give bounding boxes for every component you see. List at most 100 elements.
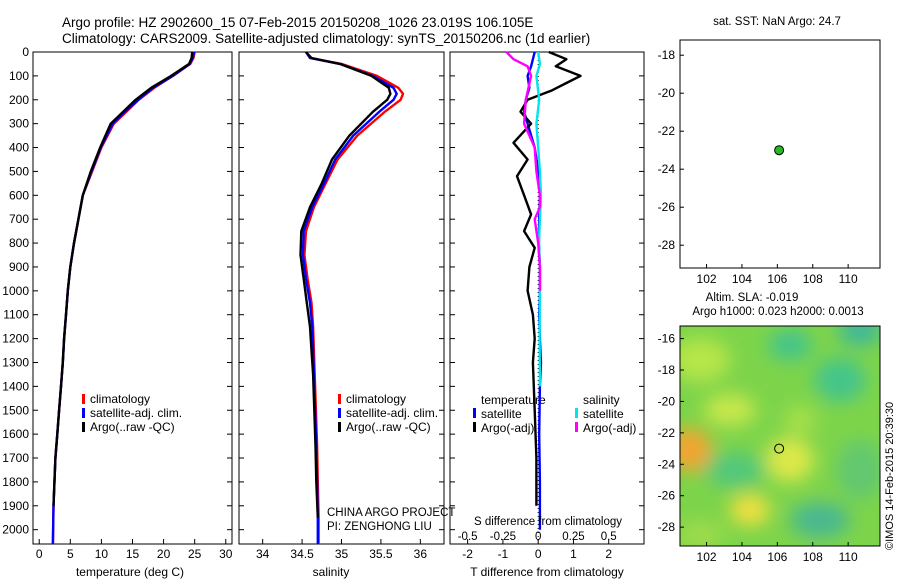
x-tick-label: 35 [335, 547, 349, 561]
x-tick-label: 30 [219, 547, 233, 561]
x-tick-label: 36 [414, 547, 428, 561]
sla-heatmap [680, 326, 880, 546]
depth-tick-label: 1900 [2, 499, 29, 513]
map-lon-label: 108 [803, 272, 823, 286]
s-difference-axis-label: S difference from climatology [474, 516, 622, 528]
legend-entry: Argo(-adj) [583, 421, 636, 435]
depth-tick-label: 800 [9, 236, 29, 250]
depth-tick-label: 1200 [2, 332, 29, 346]
argo-position-marker [774, 145, 785, 156]
legend-entry: satellite-adj. clim. [90, 406, 182, 420]
legend-swatch [338, 422, 341, 432]
map-lat-label: -28 [658, 238, 676, 252]
s-tick-label: -0.25 [490, 531, 516, 543]
project-credit: CHINA ARGO PROJECT [327, 507, 455, 519]
legend-swatch [82, 394, 85, 404]
map-lat-label: -18 [658, 48, 676, 62]
sla-map-title-line2: Argo h1000: 0.023 h2000: 0.0013 [692, 306, 863, 318]
map-lon-label: 102 [697, 550, 717, 564]
argo-position-marker [774, 443, 785, 454]
s-tick-label: 0 [535, 531, 541, 543]
temperature-plot: 0 5 10 15 20 25 300100200300400500600700800900… [2, 45, 232, 561]
x-tick-label: 0 [535, 547, 542, 561]
s-tick-label: 0.25 [562, 531, 584, 543]
depth-tick-label: 1400 [2, 379, 29, 393]
x-tick-label: 1 [570, 547, 577, 561]
series-line [51, 51, 196, 545]
sla-map: 102 104 106 108 110 -16 -18 -20 -22 -24 -26 -28 [658, 332, 858, 564]
x-tick-label: 25 [188, 547, 202, 561]
series-line [505, 51, 542, 291]
map-lon-label: 110 [839, 550, 858, 564]
legend-entry: climatology [346, 392, 406, 406]
map-lon-label: 106 [767, 272, 787, 286]
position-map: 102 104 106 108 110 -18 -20 -22 -24 -26 -28 [658, 48, 858, 286]
legend-swatch [82, 422, 85, 432]
depth-tick-label: 2000 [2, 523, 29, 537]
x-tick-label: 34 [256, 547, 270, 561]
legend-header-salinity: salinity [583, 393, 620, 407]
legend-swatch [473, 422, 476, 432]
map-lon-label: 106 [767, 550, 787, 564]
depth-tick-label: 1100 [3, 308, 29, 322]
x-tick-label: 35.5 [369, 547, 393, 561]
series-line [51, 51, 196, 545]
legend-entry: satellite [583, 407, 624, 421]
imos-watermark: ©IMOS 14-Feb-2015 20:39:30 [884, 402, 896, 550]
salinity-axis-label: salinity [313, 565, 350, 579]
map-lat-label: -22 [658, 124, 676, 138]
map-lon-label: 108 [803, 550, 823, 564]
depth-tick-label: 600 [9, 188, 29, 202]
depth-tick-label: 500 [9, 164, 29, 178]
legend-swatch [473, 408, 476, 418]
map-lat-label: -20 [658, 86, 676, 100]
depth-tick-label: 1800 [2, 475, 29, 489]
x-tick-label: 5 [67, 547, 74, 561]
depth-tick-label: 1500 [2, 403, 29, 417]
s-tick-label: 0.5 [601, 531, 617, 543]
map-lat-label: -18 [658, 363, 676, 377]
figure-title-line1: Argo profile: HZ 2902600_15 07-Feb-2015 … [62, 15, 533, 30]
difference-plot: -2 -1 0 1 2 -0.5 -0.25 0 0.25 0.5 temperature salin… [450, 50, 644, 561]
legend-swatch [338, 408, 341, 418]
series-line [52, 51, 194, 506]
depth-tick-label: 1700 [2, 451, 29, 465]
legend-swatch [338, 394, 341, 404]
sla-map-title-line1: Altim. SLA: -0.019 [706, 292, 799, 304]
x-tick-label: 2 [605, 547, 612, 561]
depth-tick-label: 100 [9, 69, 29, 83]
map-lat-label: -26 [658, 489, 676, 503]
map-lon-label: 102 [697, 272, 717, 286]
x-tick-label: -1 [498, 547, 509, 561]
t-difference-axis-label: T difference from climatology [470, 565, 624, 579]
x-tick-label: 34.5 [290, 547, 314, 561]
map-lat-label: -22 [658, 426, 676, 440]
difference-plot-frame [449, 51, 645, 545]
depth-tick-label: 700 [9, 212, 29, 226]
legend-entry: climatology [90, 392, 150, 406]
depth-tick-label: 1000 [2, 284, 29, 298]
depth-tick-label: 200 [9, 93, 29, 107]
map-lat-label: -26 [658, 200, 676, 214]
map-lat-label: -16 [658, 332, 676, 346]
salinity-plot: 34 34.5 35 35.5 36 climatologysatellite-adj. … [239, 51, 444, 561]
position-map-title: sat. SST: NaN Argo: 24.7 [713, 16, 841, 28]
series-line [303, 51, 405, 544]
depth-tick-label: 900 [9, 260, 29, 274]
x-tick-label: 0 [36, 547, 43, 561]
series-line [299, 51, 392, 518]
series-line [512, 50, 582, 506]
figure-title-line2: Climatology: CARS2009. Satellite-adjuste… [62, 31, 590, 46]
depth-tick-label: 0 [22, 45, 29, 59]
legend-entry: satellite-adj. clim. [346, 406, 438, 420]
x-tick-label: -2 [462, 547, 473, 561]
legend-header-temperature: temperature [481, 393, 546, 407]
depth-tick-label: 1600 [2, 427, 29, 441]
map-lat-label: -28 [658, 520, 676, 534]
legend-swatch [575, 422, 578, 432]
s-tick-label: -0.5 [458, 531, 478, 543]
position-map-frame [679, 39, 881, 269]
x-tick-label: 20 [157, 547, 171, 561]
temperature-plot-frame [32, 51, 233, 545]
